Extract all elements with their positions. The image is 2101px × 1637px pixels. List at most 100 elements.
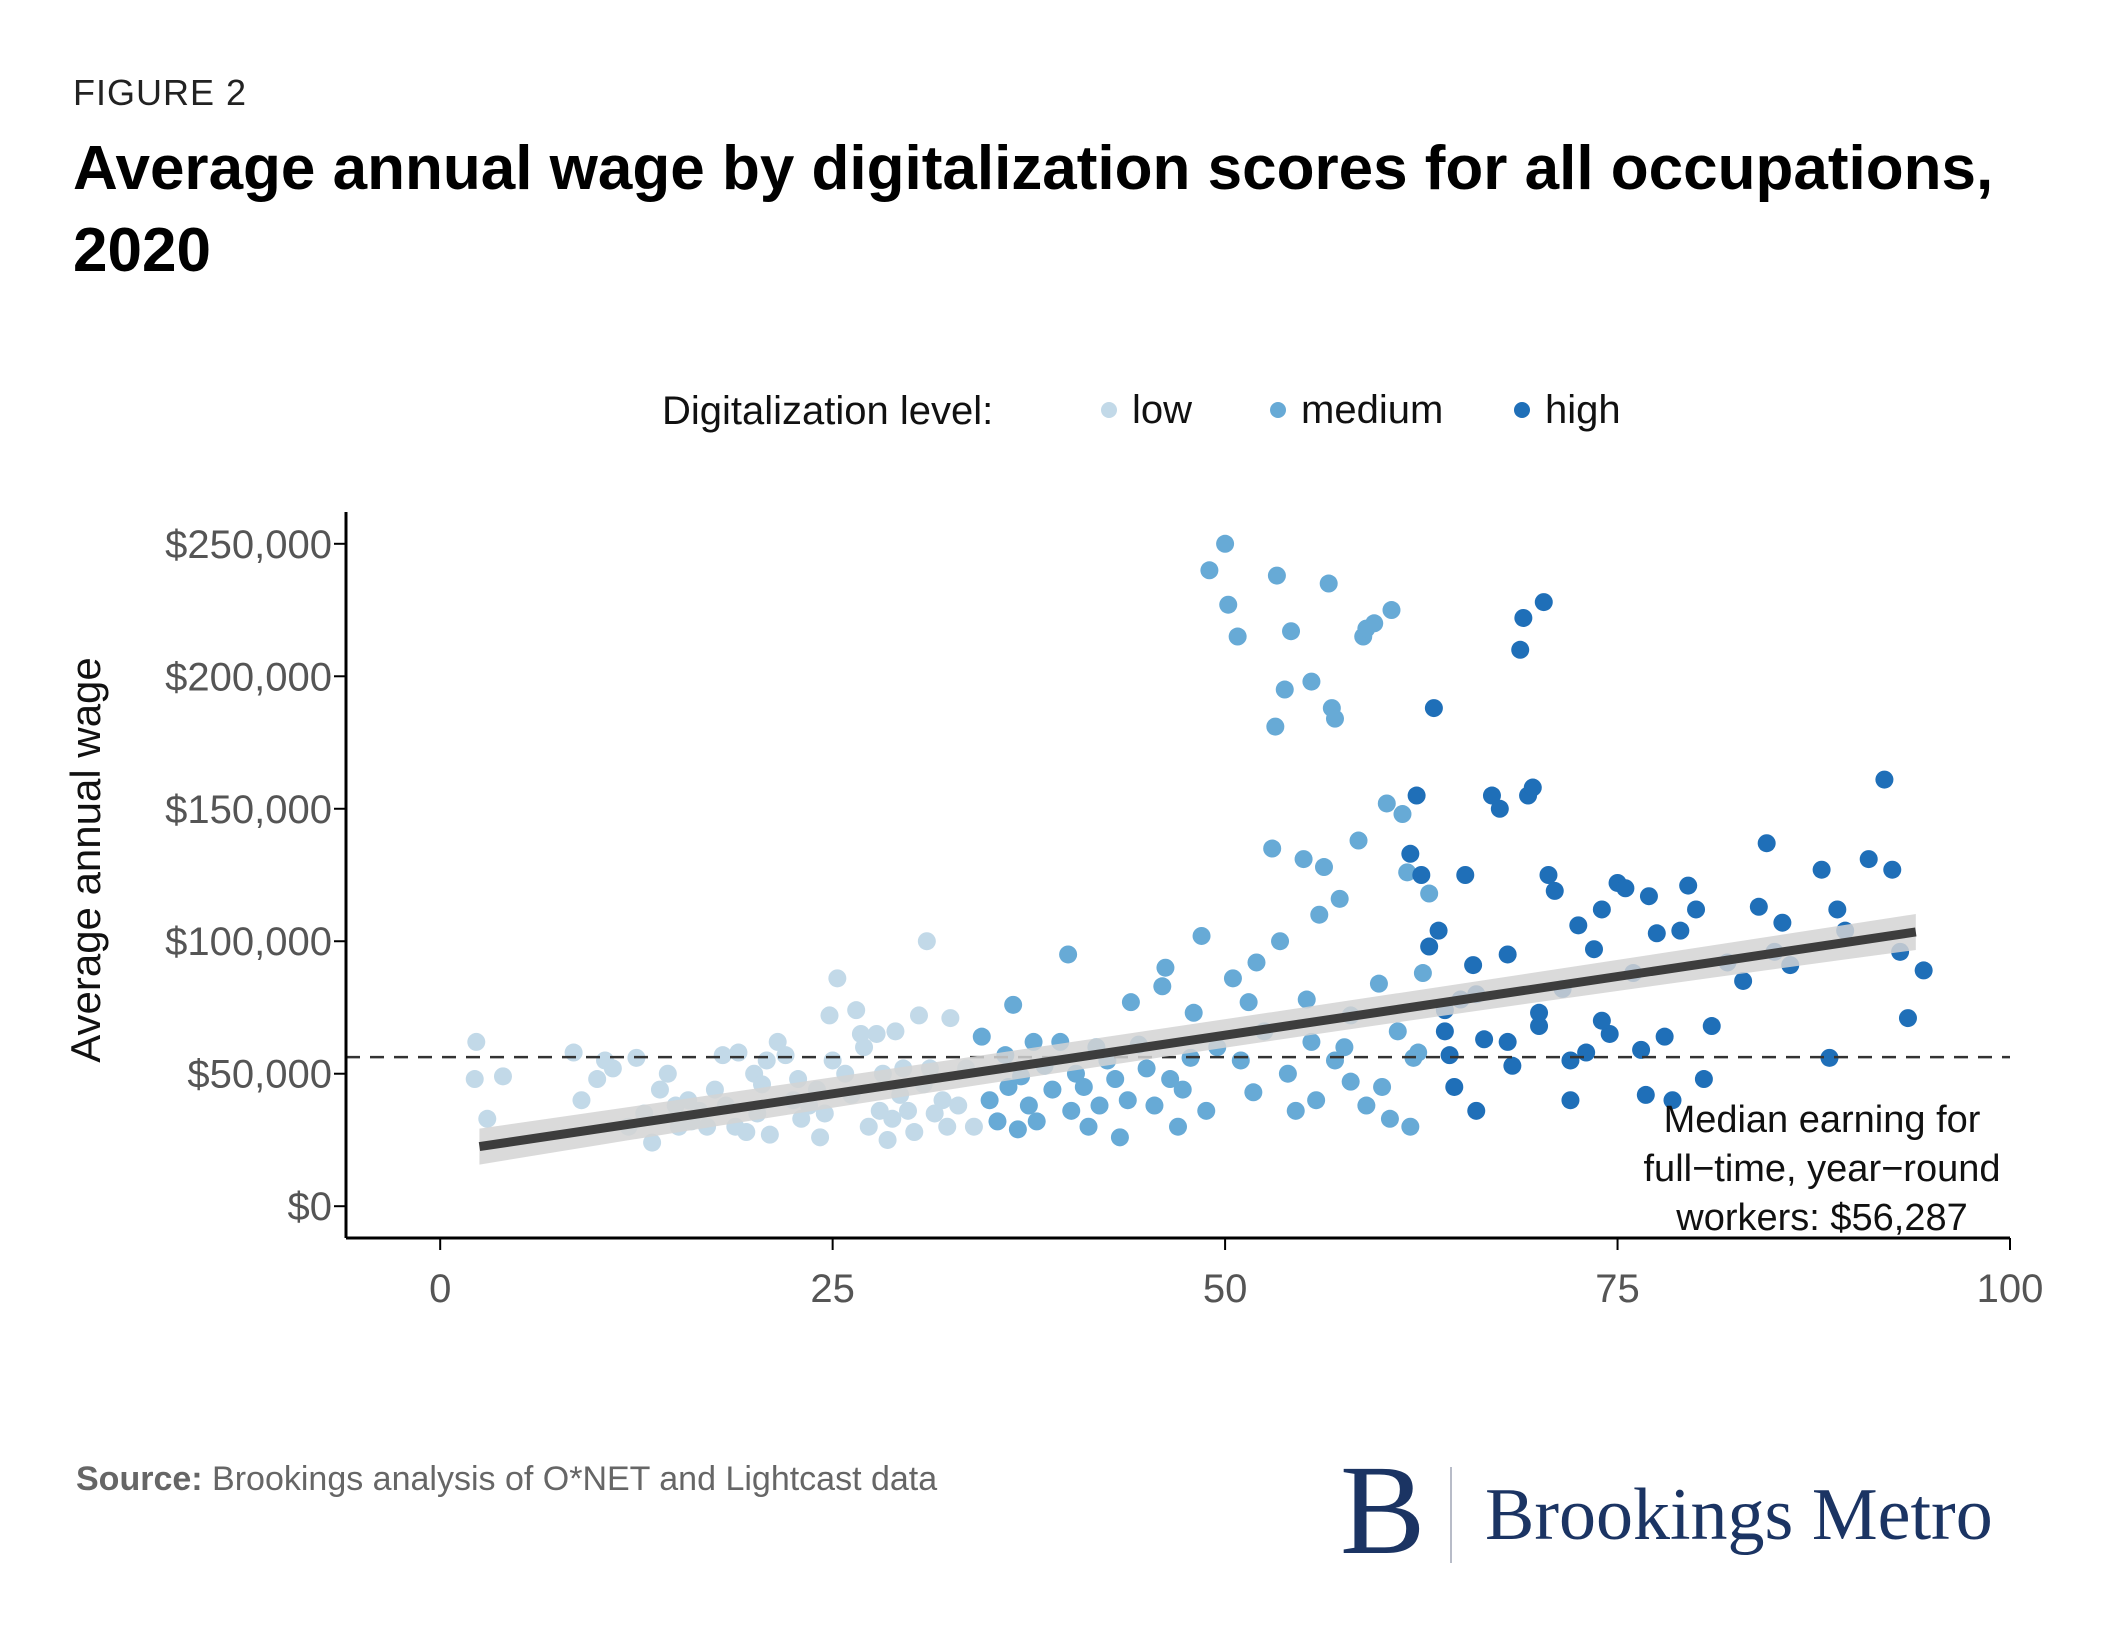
data-point-high <box>1655 1027 1674 1046</box>
legend-label-high: high <box>1545 388 1621 432</box>
data-point-medium <box>1079 1117 1098 1136</box>
data-point-medium <box>1373 1077 1392 1096</box>
data-point-medium <box>1369 974 1388 993</box>
data-point-medium <box>1325 1051 1344 1070</box>
y-tick-label: $100,000 <box>165 920 332 964</box>
data-point-medium <box>980 1091 999 1110</box>
data-point-low <box>658 1064 677 1083</box>
data-point-high <box>1773 913 1792 932</box>
data-point-low <box>847 1001 866 1020</box>
data-point-high <box>1898 1009 1917 1028</box>
data-point-medium <box>1388 1022 1407 1041</box>
data-point-high <box>1456 866 1475 884</box>
source-text: Brookings analysis of O*NET and Lightcas… <box>212 1460 938 1498</box>
data-point-high <box>1663 1091 1682 1110</box>
data-point-medium <box>1219 595 1238 614</box>
data-point-high <box>1702 1017 1721 1036</box>
data-point-low <box>855 1038 874 1057</box>
data-point-low <box>828 969 847 988</box>
data-point-high <box>1420 937 1439 956</box>
brand-logo-divider <box>1450 1467 1452 1563</box>
data-point-medium <box>1267 566 1286 585</box>
data-point-high <box>1464 956 1483 975</box>
data-point-medium <box>1310 905 1329 924</box>
data-point-high <box>1412 866 1431 884</box>
data-point-high <box>1914 961 1933 980</box>
data-point-medium <box>1382 601 1401 620</box>
legend: Digitalization level: low medium high <box>662 388 1621 433</box>
y-axis-ticks: $0 $50,000 $100,000 $150,000 $200,000 $250,00… <box>165 523 346 1229</box>
data-point-medium <box>1413 964 1432 983</box>
data-point-high <box>1440 1046 1459 1065</box>
reference-line-label: full−time, year−round <box>1644 1148 2001 1190</box>
data-point-low <box>757 1051 776 1070</box>
x-tick-label: 25 <box>810 1267 855 1311</box>
data-point-medium <box>1027 1112 1046 1131</box>
data-point-medium <box>1341 1072 1360 1091</box>
data-point-medium <box>1294 850 1313 869</box>
data-point-high <box>1585 940 1603 959</box>
data-point-low <box>713 1046 732 1065</box>
data-points <box>465 534 1933 1152</box>
source-note: Source: Brookings analysis of O*NET and … <box>76 1460 937 1499</box>
data-point-high <box>1687 900 1706 919</box>
data-point-medium <box>1319 574 1338 593</box>
legend-label-low: low <box>1132 388 1192 432</box>
data-point-low <box>465 1070 484 1089</box>
trend-line-group <box>478 913 1917 1165</box>
data-point-low <box>737 1123 756 1142</box>
data-point-low <box>964 1117 983 1136</box>
data-point-high <box>1694 1070 1713 1089</box>
data-point-high <box>1592 900 1611 919</box>
brand-logo-name: Brookings Metro <box>1485 1474 1993 1556</box>
data-point-medium <box>1377 794 1396 813</box>
data-point-medium <box>1118 1091 1137 1110</box>
data-point-medium <box>999 1077 1018 1096</box>
data-point-medium <box>1271 932 1290 951</box>
x-tick-label: 0 <box>429 1267 451 1311</box>
data-point-medium <box>1278 1064 1297 1083</box>
data-point-medium <box>1263 839 1282 858</box>
data-point-low <box>729 1043 748 1062</box>
data-point-medium <box>1173 1080 1192 1099</box>
data-point-low <box>886 1022 905 1041</box>
data-point-medium <box>1282 622 1301 641</box>
data-point-medium <box>1156 958 1175 977</box>
data-point-medium <box>1228 627 1247 646</box>
data-point-high <box>1490 799 1509 818</box>
data-point-medium <box>1409 1043 1428 1062</box>
data-point-medium <box>1286 1101 1305 1120</box>
data-point-low <box>878 1130 897 1149</box>
data-point-low <box>643 1133 662 1152</box>
y-tick-label: $250,000 <box>165 523 332 567</box>
data-point-high <box>1616 879 1635 898</box>
data-point-high <box>1475 1030 1494 1049</box>
data-point-high <box>1600 1024 1619 1043</box>
legend-swatch-medium <box>1270 402 1286 418</box>
data-point-high <box>1545 881 1564 900</box>
data-point-high <box>1632 1040 1651 1059</box>
x-tick-label: 50 <box>1203 1267 1248 1311</box>
source-label: Source: <box>76 1460 203 1498</box>
legend-swatch-high <box>1514 402 1530 418</box>
data-point-high <box>1498 1032 1517 1051</box>
data-point-high <box>1828 900 1847 919</box>
data-point-high <box>1679 876 1698 895</box>
data-point-medium <box>1231 1051 1250 1070</box>
x-axis-ticks: 0 25 50 75 100 <box>429 1238 2043 1311</box>
data-point-low <box>650 1080 669 1099</box>
data-point-medium <box>1024 1032 1043 1051</box>
data-point-high <box>1445 1077 1464 1096</box>
data-point-low <box>572 1091 591 1110</box>
data-point-high <box>1592 1011 1611 1030</box>
y-tick-label: $150,000 <box>165 788 332 832</box>
data-point-high <box>1514 608 1533 627</box>
data-point-low <box>493 1067 512 1086</box>
data-point-medium <box>988 1112 1007 1131</box>
data-point-low <box>588 1070 607 1089</box>
data-point-high <box>1424 699 1443 718</box>
data-point-medium <box>1393 805 1412 824</box>
data-point-medium <box>1153 977 1172 996</box>
data-point-low <box>467 1032 486 1051</box>
